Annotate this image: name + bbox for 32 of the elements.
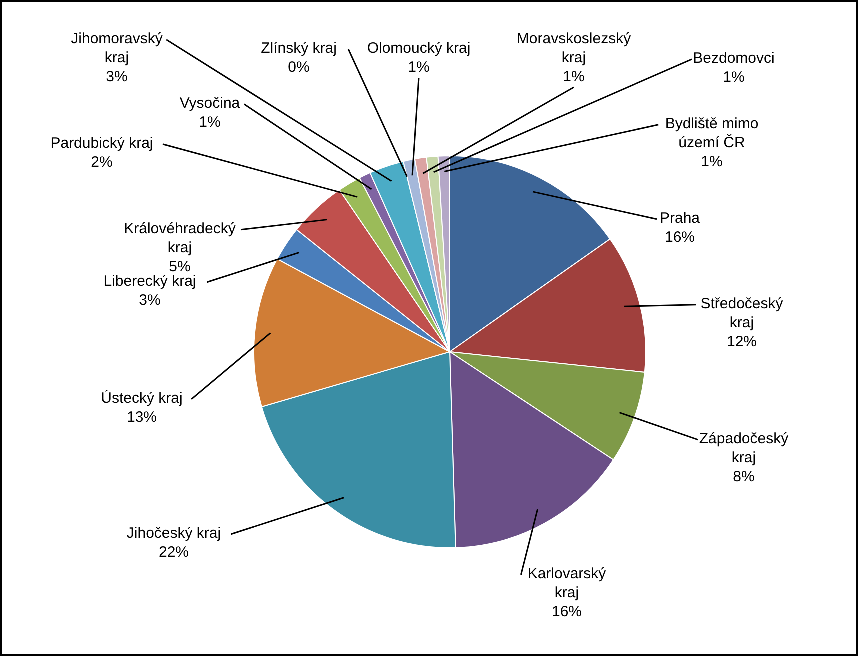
slice-label: Jihočeský kraj [126, 524, 222, 542]
slice-label: Olomoucký kraj [367, 40, 471, 57]
data-label: 1% [408, 58, 430, 76]
slice-label: Vysočina [180, 94, 241, 112]
data-label: 12% [726, 333, 758, 350]
slice-label: Praha [660, 210, 701, 227]
slice-label: Bydliště mimo území ČR [665, 115, 759, 152]
data-label: 1% [563, 68, 585, 86]
data-label: 5% [169, 258, 191, 276]
slice-label: Ústecký kraj [101, 388, 183, 407]
data-label: 16% [552, 603, 582, 620]
data-label: 8% [733, 468, 755, 486]
slice-label: Pardubický kraj [50, 134, 154, 152]
slice-label: Bezdomovci [693, 50, 775, 67]
category-label: Zlínský kraj [261, 40, 337, 57]
slice-label: Karlovarský kraj [528, 565, 607, 602]
slice-label: Jihomoravský kraj [71, 30, 164, 66]
data-label: 3% [106, 68, 128, 86]
data-label: 16% [664, 228, 696, 246]
data-label: 3% [139, 292, 161, 309]
slice-label: Liberecký kraj [104, 272, 196, 290]
slice-label: Západočeský kraj [699, 430, 790, 466]
slice-label: Moravskoslezský kraj [516, 30, 632, 66]
data-label: 2% [91, 154, 113, 171]
text: 0% [288, 58, 310, 76]
data-label: 1% [199, 114, 221, 131]
data-label: 13% [126, 408, 158, 426]
slice-label: Středočeský kraj [700, 295, 784, 332]
data-label: 1% [723, 68, 745, 86]
data-label: 1% [701, 153, 723, 170]
slice-label: Královéhradecký kraj [124, 220, 236, 256]
data-label: 22% [158, 544, 190, 561]
